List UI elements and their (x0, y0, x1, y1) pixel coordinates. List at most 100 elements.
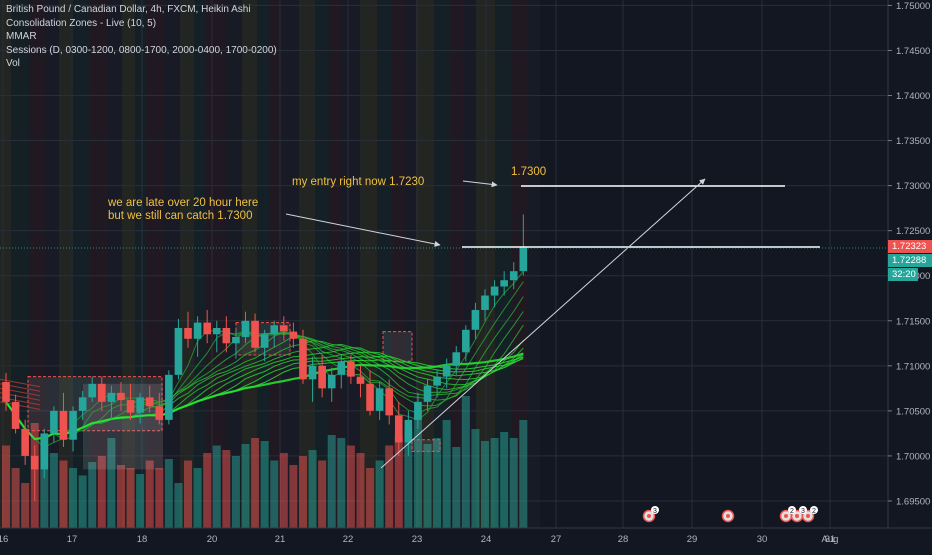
consolidation-zone (382, 331, 413, 362)
candle-body (471, 309, 480, 330)
annotation-entry[interactable]: my entry right now 1.7230 (292, 176, 424, 188)
event-dot (726, 514, 730, 518)
price-tick-label: 1.75000 (896, 1, 930, 12)
volume-bar (327, 435, 336, 528)
session-band (0, 0, 11, 528)
volume-bar (241, 444, 250, 528)
volume-bar (251, 438, 260, 528)
price-axis[interactable]: 1.75000 1.74500 1.74000 1.73500 1.73000 1.725… (887, 0, 930, 528)
volume-bar (136, 474, 145, 528)
volume-bar (203, 453, 212, 528)
session-band (194, 0, 206, 528)
candle-body (40, 433, 49, 470)
volume-bar (346, 445, 355, 528)
time-tick-label: 29 (687, 534, 698, 545)
volume-bar (490, 438, 499, 528)
volume-bar (385, 445, 394, 528)
price-tick-label: 1.72500 (896, 226, 930, 237)
price-tick-label: 1.74500 (896, 46, 930, 57)
projection-trendline[interactable] (380, 178, 706, 469)
volume-bar (107, 438, 116, 528)
time-tick-label: 21 (275, 534, 286, 545)
legend-indicator-1[interactable]: Consolidation Zones - Live (10, 5) (6, 17, 157, 29)
candle-body (462, 329, 470, 353)
session-band (122, 0, 135, 528)
candle-body (404, 419, 413, 443)
candle-body (442, 365, 451, 377)
candles (2, 214, 528, 501)
volume-bar (2, 445, 10, 528)
drawings[interactable]: we are late over 20 hour here but we sti… (107, 166, 820, 469)
session-band (527, 0, 540, 528)
volume-bar (289, 465, 298, 528)
candle-body (509, 271, 518, 281)
volume-bar (155, 468, 164, 528)
consolidation-zone (411, 439, 441, 452)
candle-body (145, 397, 154, 407)
legend-indicator-4[interactable]: Vol (6, 58, 20, 69)
candle-body (21, 428, 29, 456)
price-tick-label: 1.73500 (896, 136, 930, 147)
candle-body (394, 415, 403, 443)
time-tick-label: 20 (207, 534, 218, 545)
volume-bar (69, 468, 78, 528)
candle-body (347, 361, 355, 377)
event-count-badge (651, 506, 659, 514)
session-band (270, 0, 281, 528)
price-tick-label: 1.69500 (896, 496, 930, 507)
candle-body (117, 392, 125, 401)
annotation-target[interactable]: 1.7300 (511, 166, 546, 178)
candle-body (155, 406, 164, 420)
candle-body (251, 320, 259, 348)
mmar-line-bear (0, 401, 41, 410)
volume-bar (78, 475, 87, 528)
time-tick-label: Aug (822, 534, 839, 545)
arrow-entry[interactable] (462, 180, 498, 188)
volume-bar (308, 450, 317, 528)
price-tick-label: 1.70000 (896, 451, 930, 462)
volume-bar (279, 453, 288, 528)
price-tick-label: 1.71500 (896, 316, 930, 327)
volume-bar (500, 432, 509, 528)
volume-bar (49, 453, 58, 528)
candle-body (260, 334, 269, 348)
volume-bar (174, 483, 183, 528)
session-band (341, 0, 360, 528)
event-dot (647, 514, 651, 518)
session-band (45, 0, 59, 528)
candle-body (165, 374, 173, 420)
legend-indicator-3[interactable]: Sessions (D, 0300-1200, 0800-1700, 2000-… (6, 44, 277, 56)
candle-body (452, 352, 461, 366)
candle-body (356, 376, 365, 384)
volume-bar (164, 459, 173, 528)
candle-body (232, 336, 240, 344)
volume-bar (270, 460, 279, 528)
session-band (281, 0, 299, 528)
annotation-late[interactable]: we are late over 20 hour here but we sti… (107, 197, 261, 222)
volume-bar (193, 468, 202, 528)
time-tick-label: 24 (481, 534, 492, 545)
session-band (135, 0, 146, 528)
volume-bar (481, 441, 489, 528)
session-band (495, 0, 512, 528)
volume-bar (471, 429, 480, 528)
volume-bar (356, 453, 365, 528)
candle-body (414, 401, 422, 420)
legend-title[interactable]: British Pound / Canadian Dollar, 4h, FXC… (6, 4, 251, 15)
arrow-late[interactable] (285, 213, 441, 247)
volume-bar (461, 396, 470, 528)
candle-body (327, 374, 336, 389)
candle-body (126, 400, 135, 413)
legend-indicator-2[interactable]: MMAR (6, 31, 37, 42)
session-band (315, 0, 329, 528)
event-dot (806, 514, 810, 518)
candle-body (375, 388, 384, 411)
volume-bar (375, 460, 384, 528)
candle-body (500, 280, 508, 287)
event-count-badge (810, 506, 818, 514)
chart-legend: British Pound / Canadian Dollar, 4h, FXC… (6, 3, 277, 71)
candle-body (433, 376, 441, 386)
